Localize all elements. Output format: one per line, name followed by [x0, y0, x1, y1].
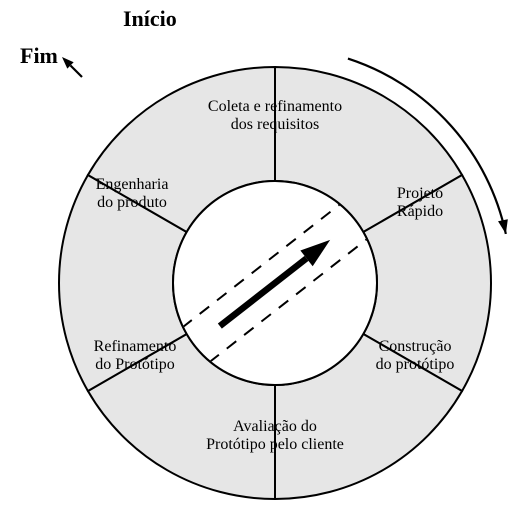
segment-label-1: ProjetoRápido	[397, 185, 443, 220]
segment-label-4: Refinamentodo Protótipo	[94, 338, 177, 373]
label-fim: Fim	[20, 43, 58, 68]
segment-label-2: Construçãodo protótipo	[376, 338, 455, 373]
segment-label-5: Engenhariado produto	[96, 176, 169, 211]
prototype-cycle-diagram: Coleta e refinamentodos requisitosProjet…	[0, 0, 528, 523]
label-inicio: Início	[123, 6, 177, 31]
fim-arrow-shaft	[70, 65, 82, 77]
